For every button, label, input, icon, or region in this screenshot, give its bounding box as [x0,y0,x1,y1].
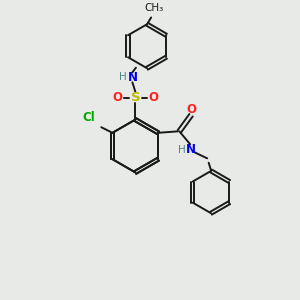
Text: O: O [113,91,123,104]
Text: N: N [128,70,137,83]
Text: H: H [178,145,185,154]
Text: Cl: Cl [82,111,95,124]
Text: N: N [186,143,196,156]
Text: O: O [186,103,196,116]
Text: S: S [130,91,140,104]
Text: H: H [119,72,127,82]
Text: O: O [148,91,158,104]
Text: CH₃: CH₃ [144,3,163,13]
